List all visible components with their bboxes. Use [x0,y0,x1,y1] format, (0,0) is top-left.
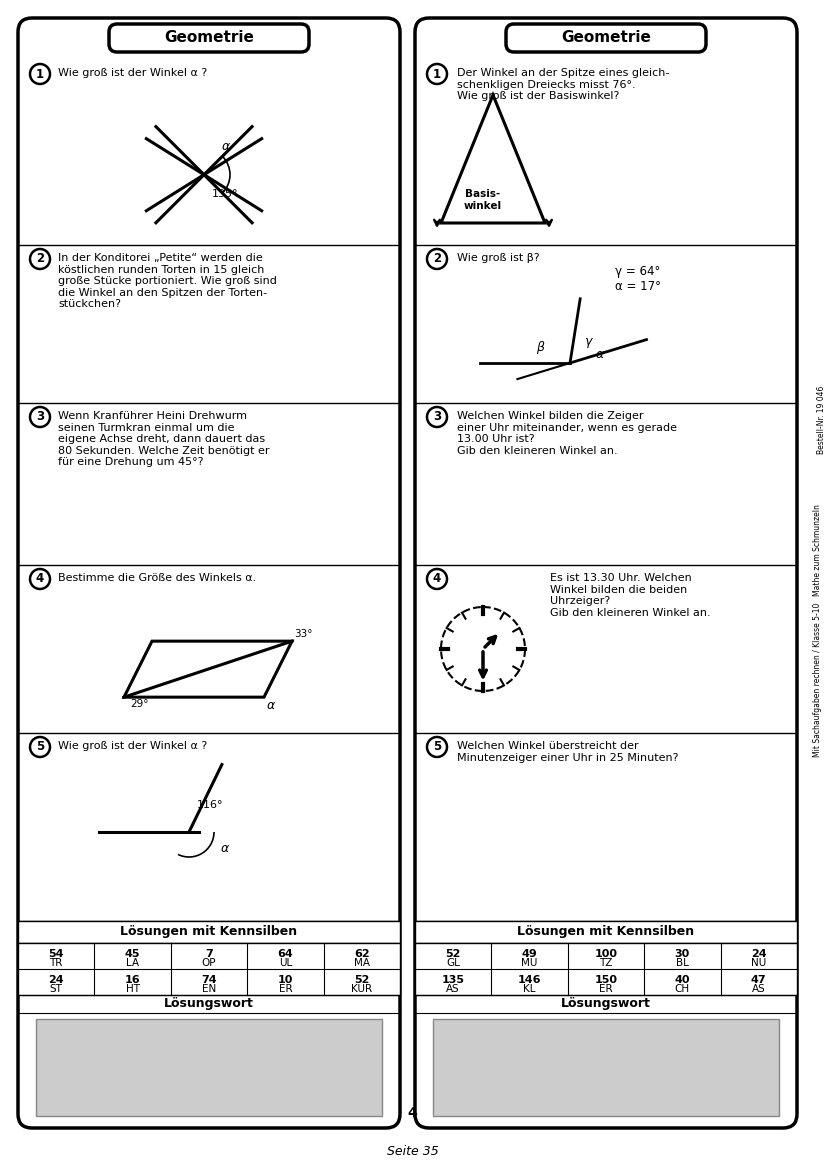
Text: 29°: 29° [130,699,149,710]
Text: Wie groß ist β?: Wie groß ist β? [457,253,540,263]
Text: 150: 150 [595,975,618,985]
Text: Bestimme die Größe des Winkels α.: Bestimme die Größe des Winkels α. [58,573,256,583]
Text: ER: ER [600,984,613,994]
Bar [415,921,797,943]
Text: HT: HT [126,984,140,994]
Text: TR: TR [50,959,63,968]
Text: 24: 24 [751,949,767,959]
Text: Lösungen mit Kennsilben: Lösungen mit Kennsilben [121,926,298,939]
Text: CH: CH [675,984,690,994]
Text: 4: 4 [36,573,44,586]
Text: α: α [222,140,230,153]
Text: BL: BL [676,959,689,968]
Bar [18,943,400,995]
Text: 4: 4 [433,573,441,586]
Text: 16: 16 [125,975,141,985]
Text: KUR: KUR [351,984,372,994]
Text: TZ: TZ [600,959,613,968]
Text: LÄ: LÄ [126,959,139,968]
Text: Der Winkel an der Spitze eines gleich-
schenkligen Dreiecks misst 76°.
Wie groß : Der Winkel an der Spitze eines gleich- s… [457,68,669,102]
Text: 47: 47 [751,975,767,985]
Text: 10: 10 [278,975,293,985]
Text: 146: 146 [518,975,542,985]
Text: 1: 1 [36,68,44,81]
Text: 3: 3 [433,410,441,423]
Text: 40: 40 [675,975,691,985]
Text: 30: 30 [675,949,690,959]
Text: β: β [536,340,544,353]
Bar [433,1019,779,1116]
Text: Welchen Winkel überstreicht der
Minutenzeiger einer Uhr in 25 Minuten?: Welchen Winkel überstreicht der Minutenz… [457,741,678,762]
Text: γ: γ [585,334,591,347]
Text: 64: 64 [278,949,294,959]
Text: 116°: 116° [197,800,223,810]
Text: 52: 52 [354,975,370,985]
Text: 49: 49 [522,949,538,959]
Text: 24: 24 [49,975,64,985]
Bar [415,943,797,995]
Text: 52: 52 [446,949,461,959]
Text: 3: 3 [36,410,44,423]
FancyBboxPatch shape [506,25,706,51]
Text: NU: NU [751,959,767,968]
Text: AS: AS [752,984,766,994]
Text: ST: ST [50,984,63,994]
Text: Es ist 13.30 Uhr. Welchen
Winkel bilden die beiden
Uhrzeiger?
Gib den kleineren : Es ist 13.30 Uhr. Welchen Winkel bilden … [550,573,710,617]
Text: Lösungswort: Lösungswort [164,997,254,1010]
Text: 100: 100 [595,949,618,959]
Text: MA: MA [354,959,370,968]
Text: 74: 74 [201,975,217,985]
Text: Lösungen mit Kennsilben: Lösungen mit Kennsilben [518,926,695,939]
Text: Lösungswort: Lösungswort [561,997,651,1010]
Text: Mit Sachaufgaben rechnen / Klasse 5-10: Mit Sachaufgaben rechnen / Klasse 5-10 [814,603,823,758]
Text: 62: 62 [354,949,370,959]
Text: Geometrie: Geometrie [164,30,254,46]
Text: 2: 2 [433,253,441,265]
Text: 5: 5 [433,740,441,754]
Text: γ = 64°
α = 17°: γ = 64° α = 17° [615,265,661,293]
Text: 5: 5 [36,740,44,754]
Text: 2: 2 [36,253,44,265]
Text: Seite 35: Seite 35 [387,1144,439,1158]
Text: In der Konditorei „Petite“ werden die
köstlichen runden Torten in 15 gleich
groß: In der Konditorei „Petite“ werden die kö… [58,253,277,310]
Bar [18,921,400,943]
Text: α: α [596,348,605,361]
Text: 1: 1 [433,68,441,81]
Text: 7: 7 [205,949,213,959]
Text: 135: 135 [442,975,465,985]
Text: Bestell-Nr. 19 046: Bestell-Nr. 19 046 [818,386,826,455]
FancyBboxPatch shape [109,25,309,51]
Text: OP: OP [202,959,216,968]
Text: KL: KL [523,984,536,994]
Text: GL: GL [447,959,460,968]
FancyBboxPatch shape [18,18,400,1128]
Text: Geometrie: Geometrie [561,30,651,46]
Text: Mathe zum Schmunzeln: Mathe zum Schmunzeln [814,504,823,596]
Text: α: α [221,842,229,855]
Text: 54: 54 [49,949,64,959]
Text: 4: 4 [407,1106,417,1120]
Text: EN: EN [202,984,216,994]
FancyBboxPatch shape [415,18,797,1128]
Bar [36,1019,382,1116]
Text: α: α [267,699,275,712]
Text: ER: ER [279,984,292,994]
Text: Welchen Winkel bilden die Zeiger
einer Uhr miteinander, wenn es gerade
13.00 Uhr: Welchen Winkel bilden die Zeiger einer U… [457,411,677,456]
Text: Wenn Kranführer Heini Drehwurm
seinen Turmkran einmal um die
eigene Achse dreht,: Wenn Kranführer Heini Drehwurm seinen Tu… [58,411,270,468]
Text: Basis-
winkel: Basis- winkel [464,189,502,210]
Text: MU: MU [521,959,538,968]
Text: Wie groß ist der Winkel α ?: Wie groß ist der Winkel α ? [58,68,208,78]
Text: 33°: 33° [294,629,313,639]
Text: ÄS: ÄS [447,984,460,994]
Text: Wie groß ist der Winkel α ?: Wie groß ist der Winkel α ? [58,741,208,750]
Text: UL: UL [279,959,292,968]
Text: 45: 45 [125,949,141,959]
Text: 135°: 135° [212,188,238,199]
